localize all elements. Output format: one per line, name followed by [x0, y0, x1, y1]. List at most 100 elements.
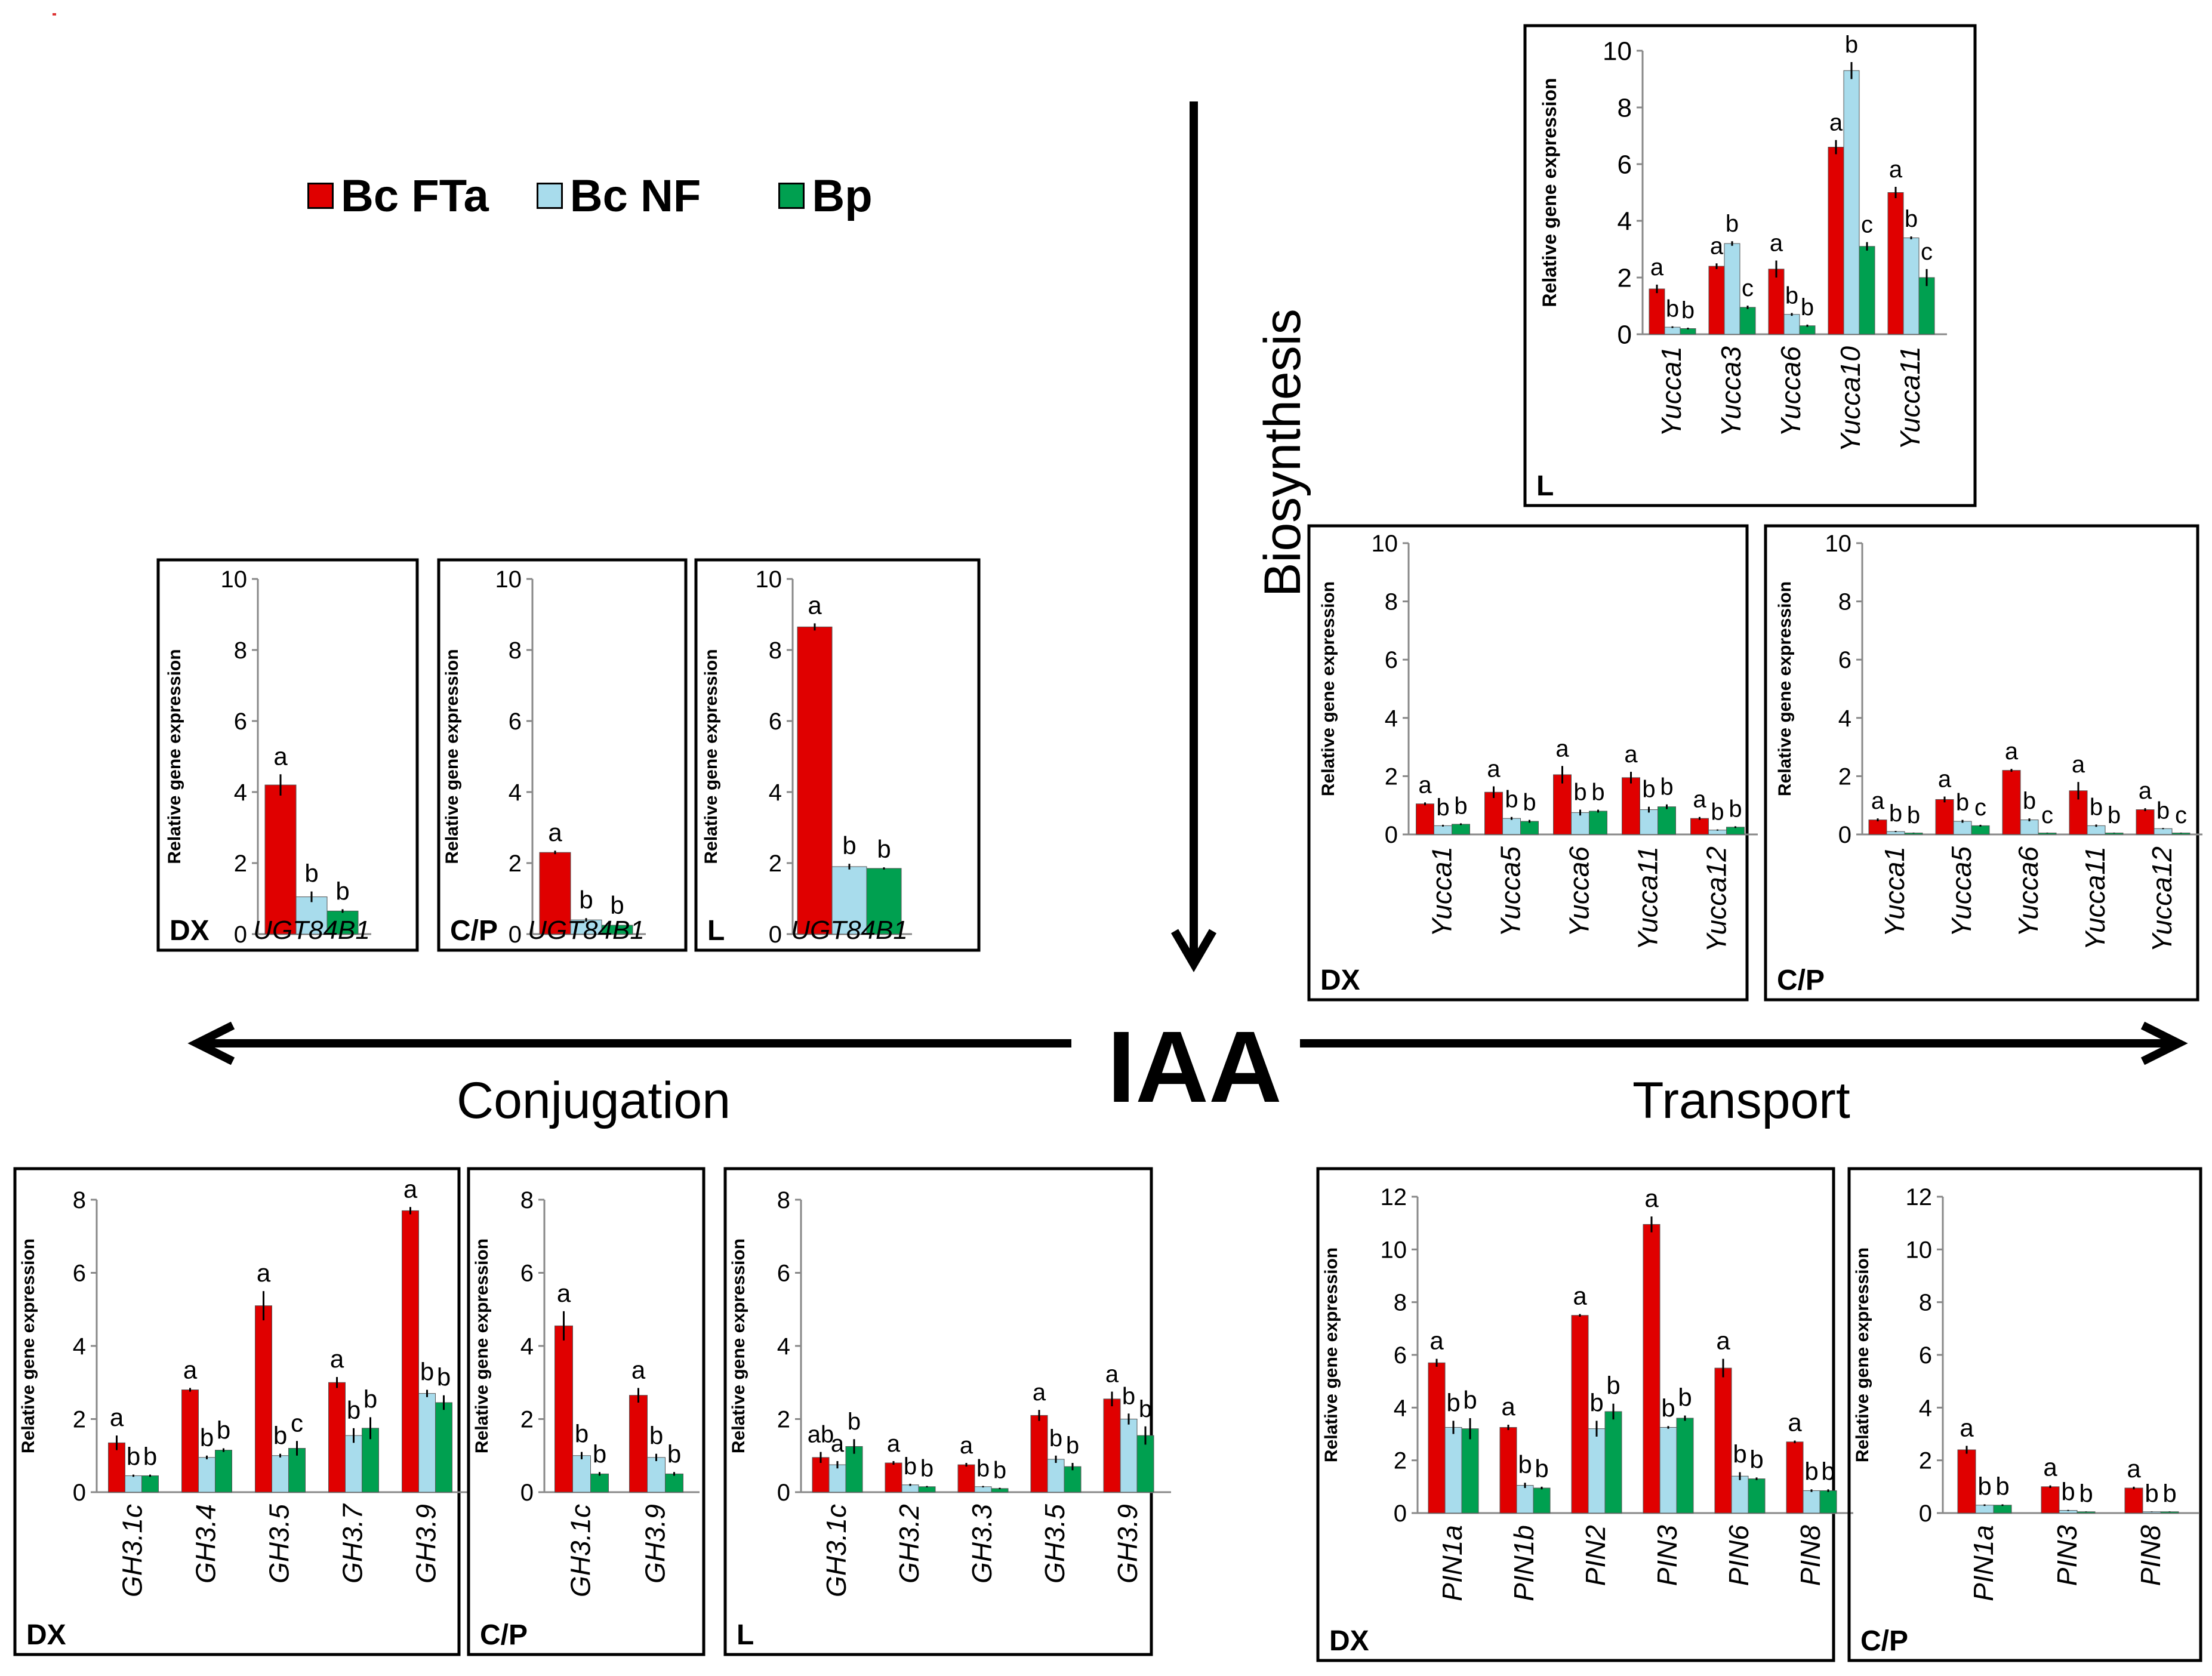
panel-frame	[437, 558, 688, 952]
y-tick-label: 8	[520, 1187, 534, 1213]
y-tick-label: 2	[73, 1407, 86, 1433]
panel-label: L	[1536, 470, 1554, 502]
significance-label: b	[842, 831, 856, 859]
significance-label: b	[993, 1458, 1006, 1484]
bar-bc-fta	[957, 1464, 975, 1493]
significance-label: b	[1905, 206, 1918, 232]
y-tick-label: 4	[1838, 705, 1851, 732]
category-label: PIN1a	[1437, 1525, 1468, 1601]
significance-label: b	[1785, 282, 1798, 309]
y-tick-label: 0	[1919, 1501, 1932, 1527]
bar-bp	[1971, 825, 1990, 835]
bar-bc-nf	[1664, 326, 1681, 335]
bar-bc-fta	[1868, 819, 1887, 835]
y-tick-label: 2	[509, 851, 522, 877]
bar-bc-nf	[1588, 1428, 1606, 1514]
bar-bc-fta	[2124, 1487, 2143, 1514]
y-tick-label: 8	[509, 637, 522, 664]
category-label: UGT84B1	[791, 916, 908, 945]
y-tick-label: 10	[1372, 531, 1398, 557]
bar-bp	[1918, 277, 1935, 335]
significance-label: b	[1729, 796, 1742, 822]
panel-frame	[1523, 24, 1977, 507]
bar-bc-nf	[1731, 1475, 1749, 1514]
transport-label: Transport	[1632, 1072, 1850, 1129]
bar-bc-nf	[125, 1475, 142, 1493]
panel-frame	[694, 558, 981, 952]
significance-label: a	[330, 1345, 344, 1373]
significance-label: a	[2139, 778, 2152, 804]
significance-label: b	[1889, 800, 1902, 827]
significance-label: b	[1606, 1372, 1620, 1400]
y-tick-label: 2	[1919, 1448, 1932, 1474]
significance-label: b	[1726, 211, 1739, 237]
significance-label: b	[1821, 1457, 1835, 1485]
bar-bc-nf	[1953, 821, 1972, 835]
significance-label: b	[1642, 777, 1655, 803]
bar-bc-nf	[1047, 1459, 1065, 1493]
bar-bc-fta	[108, 1442, 125, 1493]
significance-label: c	[1974, 794, 1986, 821]
category-label: GH3.7	[337, 1504, 368, 1583]
significance-label: b	[1749, 1445, 1763, 1473]
bar-bc-fta	[1714, 1367, 1732, 1514]
category-label: Yucca6	[2013, 846, 2044, 937]
significance-label: a	[631, 1355, 646, 1384]
category-label: GH3.5	[264, 1504, 295, 1583]
bar-bc-fta	[328, 1382, 346, 1493]
bar-bc-fta	[885, 1462, 902, 1493]
significance-label: a	[110, 1403, 124, 1431]
category-label: GH3.1c	[565, 1504, 596, 1597]
category-label: Yucca5	[1946, 846, 1977, 937]
significance-label: b	[848, 1409, 861, 1435]
y-tick-label: 6	[73, 1261, 86, 1287]
bar-bc-nf	[1434, 825, 1452, 835]
significance-label: b	[363, 1385, 377, 1413]
significance-label: a	[1033, 1379, 1046, 1406]
significance-label: b	[1066, 1432, 1079, 1459]
bar-bc-nf	[572, 1455, 591, 1493]
bar-bc-fta	[1957, 1449, 1976, 1514]
category-label: GH3.9	[640, 1504, 671, 1583]
category-label: Yucca12	[2146, 846, 2177, 952]
significance-label: a	[1418, 772, 1432, 798]
y-tick-label: 10	[1906, 1237, 1933, 1263]
y-tick-label: 8	[1394, 1290, 1407, 1316]
significance-label: b	[127, 1443, 140, 1471]
y-tick-label: 0	[234, 922, 247, 948]
panel-label: C/P	[450, 915, 498, 947]
bar-bc-nf	[831, 866, 867, 935]
category-label: PIN8	[2135, 1525, 2166, 1586]
bar-bp	[1136, 1435, 1154, 1493]
significance-label: b	[2023, 788, 2036, 814]
panel-frame	[467, 1167, 706, 1656]
significance-label: b	[1518, 1450, 1532, 1478]
corner-mark	[53, 13, 56, 16]
significance-label: a	[1889, 156, 1903, 183]
bar-bc-fta	[1499, 1427, 1517, 1514]
panel-frame	[1307, 524, 1749, 1002]
significance-label: a	[557, 1279, 571, 1307]
legend-item-bc-fta: Bc FTa	[307, 170, 489, 222]
panel-label: C/P	[1860, 1625, 1908, 1657]
significance-label: a	[1960, 1413, 1974, 1441]
y-tick-label: 6	[1385, 647, 1398, 673]
y-tick-label: 0	[1394, 1501, 1407, 1527]
significance-label: c	[2175, 802, 2187, 828]
bar-bc-nf	[2087, 825, 2106, 835]
y-tick-label: 8	[1618, 93, 1632, 122]
biosynthesis-label: Biosynthesis	[1254, 309, 1311, 597]
bar-bp	[1533, 1487, 1551, 1514]
conjugation-arrow-head	[187, 1021, 235, 1065]
category-label: UGT84B1	[253, 916, 370, 945]
y-tick-label: 4	[769, 780, 782, 806]
significance-label: c	[1742, 275, 1754, 301]
panel-label: DX	[1320, 965, 1360, 996]
significance-label: b	[2079, 1479, 2093, 1507]
panel-label: C/P	[480, 1619, 528, 1651]
y-tick-label: 0	[509, 922, 522, 948]
y-tick-label: 8	[777, 1187, 790, 1213]
y-axis-title: Relative gene expression	[1318, 581, 1338, 796]
significance-label: b	[1505, 787, 1518, 813]
bar-bp	[665, 1473, 683, 1493]
